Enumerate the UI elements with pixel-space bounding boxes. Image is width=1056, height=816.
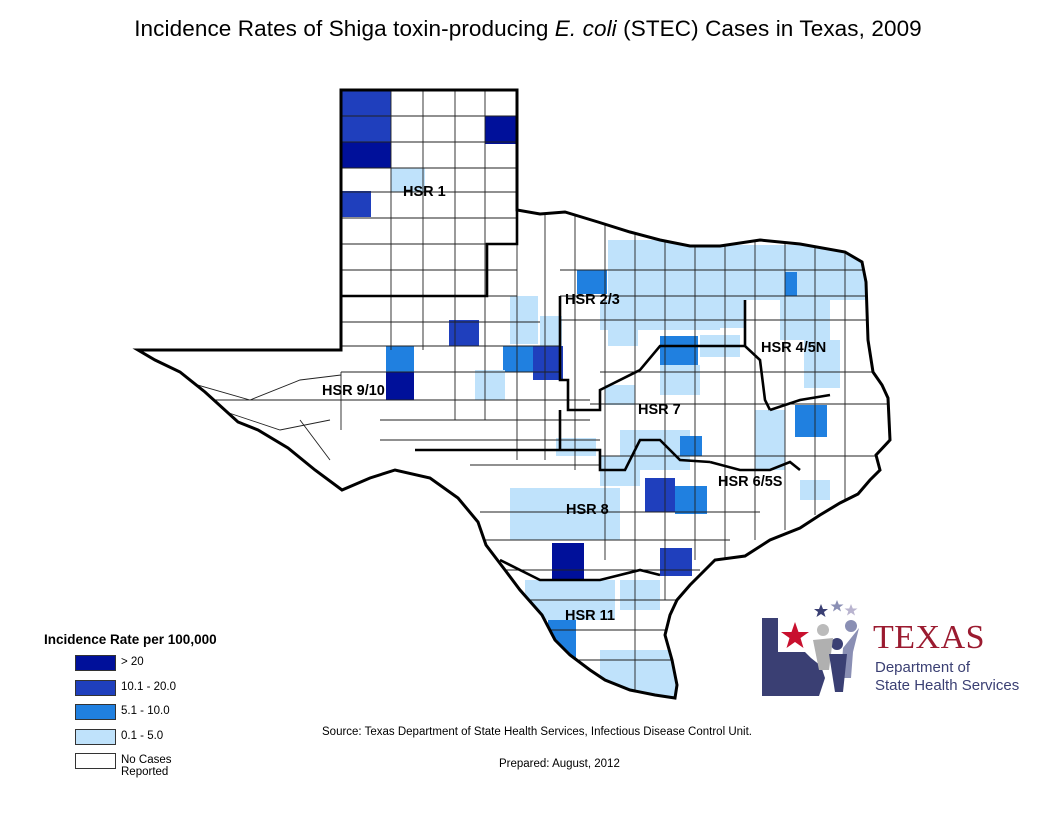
logo-agency-text: Department of State Health Services [875, 659, 1019, 695]
county-fill [660, 365, 700, 395]
legend-item: 0.1 - 5.0 [44, 728, 217, 754]
legend-item: No Cases Reported [44, 753, 217, 778]
legend-swatch [75, 728, 116, 745]
legend-label: 5.1 - 10.0 [121, 705, 170, 717]
county-fill [552, 543, 584, 581]
logo-line-2: Department of [875, 659, 971, 676]
logo-texas-text: TEXAS [873, 619, 986, 656]
county-fill [675, 486, 707, 514]
county-fill [386, 372, 414, 400]
county-fill [620, 580, 660, 610]
prepared-date: Prepared: August, 2012 [499, 758, 620, 770]
legend-item: 5.1 - 10.0 [44, 704, 217, 729]
county-fill [510, 488, 620, 540]
county-fill [533, 346, 563, 380]
logo-line-3: State Health Services [875, 677, 1020, 694]
map-title: Incidence Rates of Shiga toxin-producing… [0, 16, 1056, 42]
county-fill [795, 405, 827, 437]
county-fill [341, 90, 391, 116]
county-fill [645, 478, 675, 512]
legend-label: > 20 [121, 656, 144, 668]
county-fill [680, 436, 702, 456]
county-fill [785, 272, 797, 296]
county-fill [391, 168, 425, 192]
region-label: HSR 8 [566, 502, 609, 518]
region-label: HSR 2/3 [565, 292, 620, 308]
legend-swatch [75, 679, 116, 696]
legend-label: 0.1 - 5.0 [121, 729, 164, 742]
legend-label: 10.1 - 20.0 [121, 680, 176, 693]
county-fill [475, 370, 505, 400]
legend-title: Incidence Rate per 100,000 [44, 632, 217, 647]
county-lines [160, 90, 890, 698]
region-label: HSR 9/10 [322, 383, 385, 399]
region-label: HSR 6/5S [718, 474, 783, 490]
legend-swatch [75, 704, 116, 720]
county-fill [605, 385, 635, 405]
region-label: HSR 7 [638, 402, 681, 418]
legend: Incidence Rate per 100,000 > 20 10.1 - 2… [44, 632, 217, 778]
county-fill [660, 336, 698, 366]
region-boundaries [339, 210, 831, 582]
county-fill [556, 438, 596, 456]
county-fill [341, 142, 391, 168]
region-label: HSR 4/5N [761, 340, 826, 356]
county-fill [341, 116, 391, 142]
county-fill [755, 410, 785, 470]
county-fill [540, 316, 562, 346]
region-label: HSR 1 [403, 184, 446, 200]
county-fill [577, 270, 607, 294]
region-labels: HSR 1 HSR 2/3 HSR 4/5N HSR 9/10 HSR 7 HS… [322, 184, 826, 624]
legend-item: 10.1 - 20.0 [44, 679, 217, 705]
legend-item: > 20 [44, 655, 217, 680]
texas-logo-icon [762, 600, 859, 696]
county-fill [503, 346, 533, 372]
county-fill [341, 191, 371, 217]
legend-swatch [75, 753, 116, 769]
title-suffix: (STEC) Cases in Texas, 2009 [616, 16, 922, 41]
title-prefix: Incidence Rates of Shiga toxin-producing [134, 16, 555, 41]
source-note: Source: Texas Department of State Health… [322, 726, 752, 738]
county-fill [485, 116, 517, 144]
legend-swatch [75, 655, 116, 671]
dshs-logo: TEXAS Department of State Health Service… [759, 600, 1029, 704]
region-label: HSR 11 [565, 608, 615, 624]
county-fill [386, 346, 414, 372]
title-italic: E. coli [554, 16, 617, 41]
county-fill [548, 620, 576, 660]
county-fill [720, 300, 746, 328]
county-fill [510, 296, 538, 344]
county-fill [608, 320, 638, 346]
county-fill [449, 320, 479, 346]
legend-label: No Cases Reported [121, 754, 172, 778]
county-fill [804, 340, 840, 388]
